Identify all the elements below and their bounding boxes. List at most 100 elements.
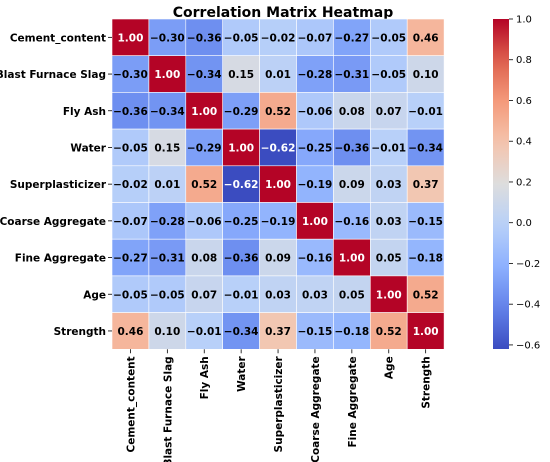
cell-value-label: −0.36 <box>187 32 222 44</box>
cell-value-label: 1.00 <box>265 179 291 191</box>
heatmap-cell <box>222 202 260 240</box>
cell-value-label: −0.18 <box>334 326 369 338</box>
cell-value-label: 0.01 <box>154 179 180 191</box>
cell-value-label: −0.25 <box>224 216 259 228</box>
cell-value-label: 1.00 <box>154 69 180 81</box>
cell-value-label: −0.07 <box>298 32 333 44</box>
cell-value-label: 0.08 <box>339 106 365 118</box>
heatmap-cell <box>148 92 187 130</box>
row-label-coarse-aggregate: Coarse Aggregate <box>0 216 106 228</box>
heatmap-cell <box>148 238 187 277</box>
cell-value-label: −0.19 <box>298 179 333 191</box>
cell-value-label: −0.01 <box>224 289 259 301</box>
cell-value-label: −0.28 <box>150 216 185 228</box>
heatmap-cell <box>148 18 187 57</box>
heatmap-cell <box>333 92 371 130</box>
cell-value-label: 0.15 <box>228 69 254 81</box>
heatmap-cell <box>406 202 445 240</box>
cell-value-label: 0.37 <box>265 326 291 338</box>
heatmap-cell <box>111 312 150 350</box>
cell-value-label: −0.36 <box>224 253 259 265</box>
cell-value-label: −0.19 <box>261 216 296 228</box>
cell-value-label: −0.27 <box>113 253 148 265</box>
heatmap-cell <box>369 55 408 93</box>
cell-value-label: −0.62 <box>261 142 296 154</box>
cell-value-label: 1.00 <box>376 289 402 301</box>
cell-value-label: 0.46 <box>413 32 439 44</box>
cell-value-label: 1.00 <box>228 142 254 154</box>
cell-value-label: −0.36 <box>334 142 369 154</box>
cell-value-label: 0.09 <box>265 253 291 265</box>
cell-value-label: 1.00 <box>191 106 217 118</box>
heatmap-cell <box>111 202 150 240</box>
cell-value-label: −0.29 <box>187 142 222 154</box>
column-label-coarse-aggregate: Coarse Aggregate <box>310 356 322 462</box>
heatmap-cell <box>148 128 187 167</box>
cell-value-label: 0.01 <box>265 69 291 81</box>
cell-value-label: −0.15 <box>408 216 443 228</box>
cell-value-label: 1.00 <box>302 216 328 228</box>
cell-value-label: 0.37 <box>413 179 439 191</box>
column-label-age: Age <box>384 356 396 379</box>
heatmap-cell <box>111 238 150 277</box>
cell-value-label: −0.05 <box>150 289 185 301</box>
heatmap-cell <box>296 312 334 350</box>
heatmap-cell <box>406 92 445 130</box>
cell-value-label: −0.16 <box>298 253 333 265</box>
cell-value-label: −0.34 <box>224 326 259 338</box>
column-label-cement-content: Cement_content <box>125 356 137 452</box>
cell-value-label: 0.52 <box>191 179 217 191</box>
row-labels: Cement_content Blast Furnace Slag Fly Ash W… <box>0 32 112 338</box>
colorbar-tick-label: 0.6 <box>516 96 532 107</box>
heatmap-cell <box>259 202 297 240</box>
heatmap-cell <box>259 55 297 93</box>
cell-value-label: −0.06 <box>298 106 333 118</box>
cell-value-label: −0.05 <box>113 142 148 154</box>
cell-value-label: 1.00 <box>117 32 143 44</box>
heatmap-cell <box>259 92 297 130</box>
cell-value-label: 0.03 <box>376 216 402 228</box>
row-label-blast-furnace-slag: Blast Furnace Slag <box>0 69 106 81</box>
heatmap-cell <box>111 275 150 313</box>
heatmap-cell <box>369 18 408 57</box>
row-label-fine-aggregate: Fine Aggregate <box>15 253 106 265</box>
row-label-superplasticizer: Superplasticizer <box>10 179 107 191</box>
cell-value-label: −0.34 <box>187 69 222 81</box>
heatmap-cell <box>185 165 224 203</box>
heatmap-cell <box>296 18 334 57</box>
cell-value-label: −0.06 <box>187 216 222 228</box>
colorbar-tick-label: 0.8 <box>516 55 532 66</box>
cell-value-label: 0.08 <box>191 253 217 265</box>
cell-value-label: 0.03 <box>302 289 328 301</box>
heatmap-cell <box>185 92 224 130</box>
row-label-cement-content: Cement_content <box>10 32 106 44</box>
heatmap-cell <box>185 18 224 57</box>
cell-value-label: 1.00 <box>339 253 365 265</box>
cell-value-label: 0.46 <box>117 326 143 338</box>
heatmap-cell <box>148 312 187 350</box>
heatmap-cells: 1.00 −0.30 −0.36 −0.05 −0.02 −0.07 −0.27 −0.05 0… <box>111 18 445 350</box>
column-label-blast-furnace-slag: Blast Furnace Slag <box>162 356 174 462</box>
cell-value-label: −0.01 <box>187 326 222 338</box>
cell-value-label: −0.36 <box>113 106 148 118</box>
column-label-superplasticizer: Superplasticizer <box>273 355 285 452</box>
column-label-water: Water <box>236 355 248 391</box>
cell-value-label: 0.07 <box>376 106 402 118</box>
column-label-fine-aggregate: Fine Aggregate <box>347 356 359 447</box>
colorbar-tick-label: 1.0 <box>516 15 532 26</box>
colorbar-tick-label: −0.4 <box>516 300 540 311</box>
cell-value-label: 0.15 <box>154 142 180 154</box>
cell-value-label: −0.34 <box>408 142 443 154</box>
cell-value-label: 0.09 <box>339 179 365 191</box>
colorbar: 1.0 0.8 0.6 0.4 0.2 0.0 −0.2 −0.4 −0.6 <box>493 15 540 351</box>
heatmap-cell <box>148 202 187 240</box>
cell-value-label: 0.03 <box>265 289 291 301</box>
heatmap-cell <box>406 55 445 93</box>
heatmap-cell <box>369 202 408 240</box>
colorbar-tick-label: −0.6 <box>516 340 540 351</box>
heatmap-cell <box>406 165 445 203</box>
cell-value-label: −0.02 <box>261 32 296 44</box>
heatmap-cell <box>259 238 297 277</box>
heatmap-cell <box>111 18 150 57</box>
